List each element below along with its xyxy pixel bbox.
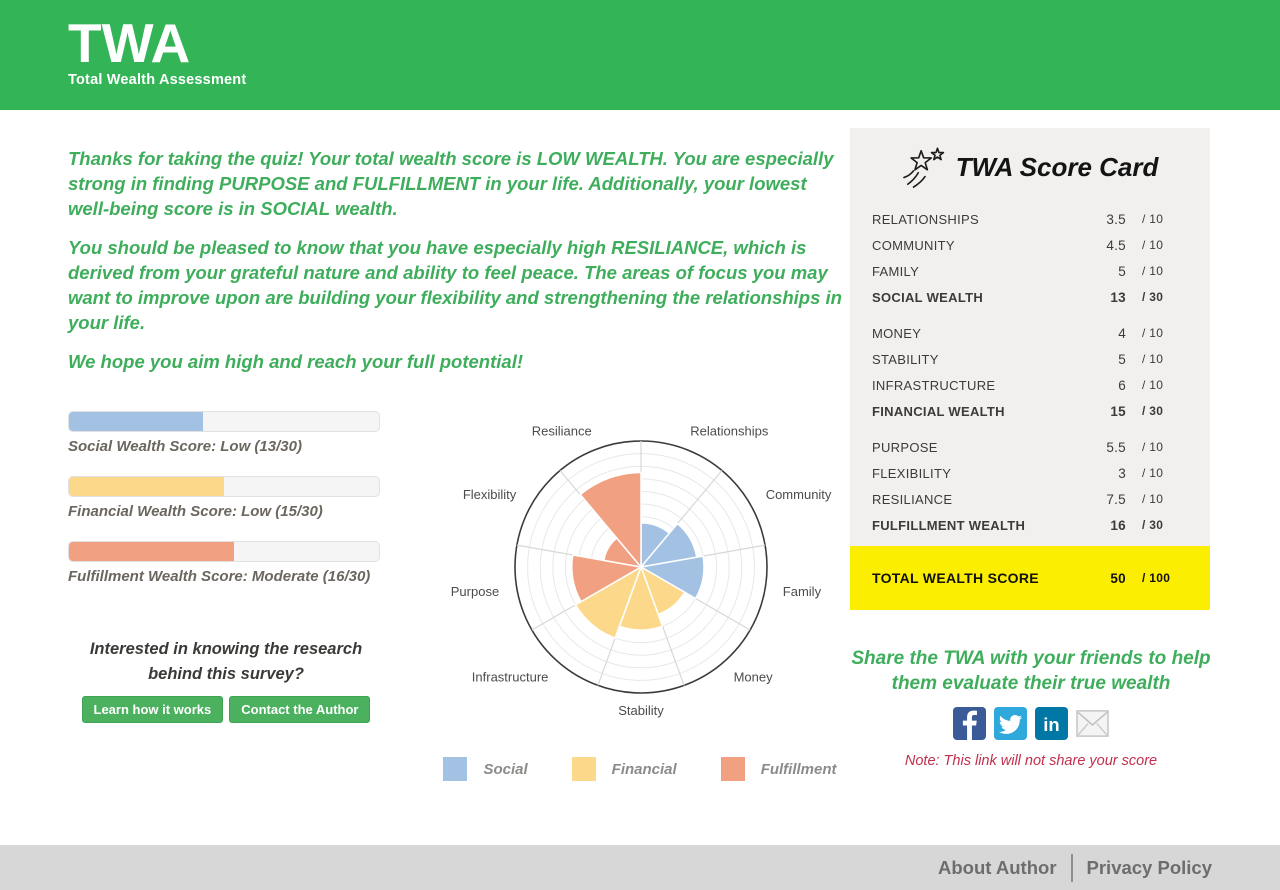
score-bar-fill (69, 412, 204, 431)
axis-label-stability: Stability (618, 703, 664, 718)
scorecard: TWA Score Card RELATIONSHIPS 3.5/ 10 COMMU… (850, 128, 1210, 610)
legend-item-financial: Financial (571, 757, 677, 781)
rose-sector-infrastructure (574, 565, 643, 639)
results-summary: Thanks for taking the quiz! Your total w… (68, 146, 846, 388)
footer-link-privacy-policy[interactable]: Privacy Policy (1086, 856, 1212, 878)
email-icon[interactable] (1076, 707, 1109, 740)
score-bar-label: Fulfillment Wealth Score: Moderate (16/3… (68, 568, 371, 585)
legend-label: Social (483, 760, 528, 778)
scorecard-row: COMMUNITY 4.5/ 10 (872, 237, 1164, 253)
twa-logo: TWA Total Wealth Assessment (68, 12, 247, 89)
contact-the-author-button[interactable]: Contact the Author (229, 696, 371, 723)
rose-sector-purpose (571, 554, 644, 603)
total-score-band: TOTAL WEALTH SCORE 50 / 100 (850, 546, 1210, 610)
scorecard-row: INFRASTRUCTURE 6/ 10 (872, 377, 1164, 393)
research-heading: Interested in knowing the research behin… (89, 640, 363, 683)
results-paragraph-2: You should be pleased to know that you h… (68, 237, 842, 333)
linkedin-icon[interactable]: in (1035, 707, 1068, 740)
score-bar-item: Fulfillment Wealth Score: Moderate (16/3… (68, 541, 380, 585)
score-bar-track (68, 476, 380, 497)
score-bar-fill (69, 542, 235, 561)
scorecard-row: STABILITY 5/ 10 (872, 351, 1164, 367)
results-paragraph-3: We hope you aim high and reach your full… (68, 351, 524, 372)
footer: About Author Privacy Policy (0, 845, 1280, 890)
axis-label-family: Family (783, 584, 822, 599)
research-buttons: Learn how it works Contact the Author (78, 696, 374, 723)
shooting-star-icon (902, 147, 944, 188)
header: TWA Total Wealth Assessment (0, 0, 1280, 110)
total-score-max: / 100 (1142, 571, 1171, 585)
chart-legend: Social Financial Fulfillment (430, 757, 850, 781)
scorecard-subtotal-row: FINANCIAL WEALTH 15/ 30 (872, 403, 1164, 419)
scorecard-row: PURPOSE 5.5/ 10 (872, 439, 1164, 455)
total-score-value: 50 (1110, 570, 1126, 586)
axis-label-community: Community (766, 487, 832, 502)
footer-link-about-author[interactable]: About Author (938, 856, 1057, 878)
results-paragraph-1: Thanks for taking the quiz! Your total w… (68, 148, 834, 219)
share-block: Share the TWA with your friends to help … (850, 646, 1212, 769)
axis-label-infrastructure: Infrastructure (472, 669, 549, 684)
score-bar-track (68, 411, 380, 432)
legend-swatch (443, 757, 468, 781)
share-note: Note: This link will not share your scor… (904, 753, 1158, 769)
scorecard-row: MONEY 4/ 10 (872, 325, 1164, 341)
axis-label-purpose: Purpose (451, 584, 499, 599)
legend-swatch (571, 757, 596, 781)
total-score-label: TOTAL WEALTH SCORE (872, 570, 1039, 586)
svg-text:in: in (1043, 714, 1059, 735)
facebook-icon[interactable] (953, 707, 986, 740)
axis-label-resiliance: Resiliance (532, 424, 592, 439)
rose-chart: Relationships Community Family Money Stabili… (451, 424, 832, 718)
share-icons: in (850, 707, 1212, 740)
legend-label: Financial (611, 760, 677, 778)
axis-label-money: Money (734, 669, 774, 684)
scorecard-title: TWA Score Card (955, 151, 1159, 182)
research-block: Interested in knowing the research behin… (78, 637, 374, 723)
score-bar-label: Financial Wealth Score: Low (15/30) (68, 503, 323, 520)
scorecard-subtotal-row: SOCIAL WEALTH 13/ 30 (872, 289, 1164, 305)
score-bar-track (68, 541, 380, 562)
rose-sector-family (638, 555, 705, 600)
scorecard-rows: RELATIONSHIPS 3.5/ 10 COMMUNITY 4.5/ 10 FAMI… (872, 206, 1188, 548)
share-heading: Share the TWA with your friends to help … (851, 648, 1211, 694)
scorecard-subtotal-row: FULFILLMENT WEALTH 16/ 30 (872, 517, 1164, 533)
scorecard-header: TWA Score Card (850, 128, 1210, 190)
scorecard-row: FLEXIBILITY 3/ 10 (872, 465, 1164, 481)
score-bar-item: Social Wealth Score: Low (13/30) (68, 411, 380, 455)
total-score-row: TOTAL WEALTH SCORE 50 / 100 (850, 570, 1210, 586)
legend-item-social: Social (443, 757, 528, 781)
twitter-icon[interactable] (994, 707, 1027, 740)
footer-links: About Author Privacy Policy (938, 853, 1212, 882)
legend-swatch (720, 757, 745, 781)
rose-sector-resiliance (579, 471, 642, 570)
scorecard-row: FAMILY 5/ 10 (872, 263, 1164, 279)
score-bar-fill (69, 477, 224, 496)
learn-how-it-works-button[interactable]: Learn how it works (81, 696, 224, 723)
score-bar-label: Social Wealth Score: Low (13/30) (68, 438, 302, 455)
axis-label-relationships: Relationships (690, 424, 769, 439)
legend-item-fulfillment: Fulfillment (720, 757, 837, 781)
footer-divider (1070, 853, 1073, 882)
logo-subtitle: Total Wealth Assessment (68, 72, 247, 88)
score-bars: Social Wealth Score: Low (13/30) Financi… (68, 411, 380, 606)
logo-title: TWA (68, 12, 191, 74)
axis-label-flexibility: Flexibility (463, 487, 517, 502)
scorecard-row: RESILIANCE 7.5/ 10 (872, 491, 1164, 507)
score-bar-item: Financial Wealth Score: Low (15/30) (68, 476, 380, 520)
scorecard-row: RELATIONSHIPS 3.5/ 10 (872, 211, 1164, 227)
legend-label: Fulfillment (760, 760, 837, 778)
